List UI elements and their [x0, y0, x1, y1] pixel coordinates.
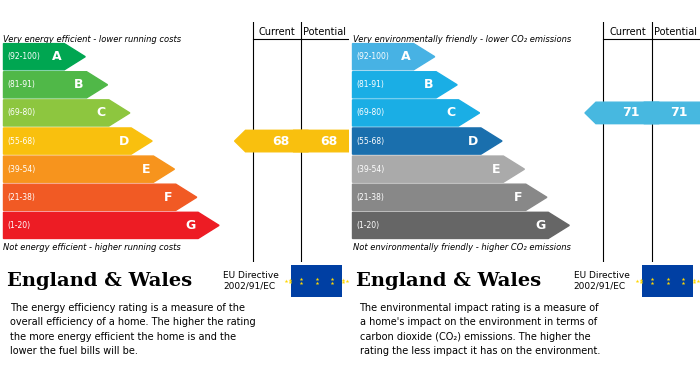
Text: F: F [514, 191, 522, 204]
Text: The environmental impact rating is a measure of
a home's impact on the environme: The environmental impact rating is a mea… [360, 303, 600, 356]
Text: (21-38): (21-38) [356, 193, 384, 202]
Text: Not energy efficient - higher running costs: Not energy efficient - higher running co… [4, 243, 181, 252]
Text: Very environmentally friendly - lower CO₂ emissions: Very environmentally friendly - lower CO… [353, 35, 570, 44]
Text: EU Directive
2002/91/EC: EU Directive 2002/91/EC [223, 271, 279, 291]
Text: (69-80): (69-80) [7, 108, 35, 117]
Text: F: F [164, 191, 172, 204]
Polygon shape [353, 184, 547, 210]
Text: G: G [536, 219, 546, 232]
Polygon shape [4, 44, 85, 70]
Text: (55-68): (55-68) [356, 136, 384, 145]
Text: D: D [468, 135, 478, 147]
Polygon shape [353, 100, 480, 126]
Text: (55-68): (55-68) [7, 136, 35, 145]
Text: Current: Current [258, 27, 295, 37]
Text: A: A [401, 50, 411, 63]
Polygon shape [353, 156, 524, 182]
Text: England & Wales: England & Wales [356, 272, 541, 290]
Text: E: E [141, 163, 150, 176]
Polygon shape [4, 156, 174, 182]
Text: Potential: Potential [654, 27, 697, 37]
Bar [642, 265, 693, 297]
Polygon shape [4, 72, 108, 98]
Text: Potential: Potential [303, 27, 346, 37]
Text: (1-20): (1-20) [356, 221, 379, 230]
Text: 71: 71 [671, 106, 688, 119]
Text: (92-100): (92-100) [356, 52, 389, 61]
Polygon shape [634, 102, 700, 124]
Text: E: E [491, 163, 500, 176]
Polygon shape [4, 100, 130, 126]
Text: Environmental Impact (CO₂) Rating: Environmental Impact (CO₂) Rating [356, 5, 618, 18]
Text: (81-91): (81-91) [356, 80, 384, 89]
Text: D: D [118, 135, 129, 147]
Text: (81-91): (81-91) [7, 80, 35, 89]
Text: (21-38): (21-38) [7, 193, 35, 202]
Text: The energy efficiency rating is a measure of the
overall efficiency of a home. T: The energy efficiency rating is a measur… [10, 303, 256, 356]
Text: 71: 71 [622, 106, 640, 119]
Text: B: B [424, 78, 433, 91]
Polygon shape [283, 130, 356, 152]
Text: (39-54): (39-54) [356, 165, 384, 174]
Polygon shape [353, 212, 569, 239]
Text: Current: Current [609, 27, 646, 37]
Polygon shape [353, 44, 435, 70]
Text: 68: 68 [320, 135, 337, 147]
Polygon shape [4, 128, 152, 154]
Text: (39-54): (39-54) [7, 165, 35, 174]
Text: 68: 68 [272, 135, 289, 147]
Text: C: C [97, 106, 106, 119]
Polygon shape [4, 184, 197, 210]
Polygon shape [353, 72, 457, 98]
Text: Energy Efficiency Rating: Energy Efficiency Rating [7, 5, 190, 18]
Text: (92-100): (92-100) [7, 52, 40, 61]
Text: Not environmentally friendly - higher CO₂ emissions: Not environmentally friendly - higher CO… [353, 243, 570, 252]
Text: (1-20): (1-20) [7, 221, 30, 230]
Polygon shape [585, 102, 659, 124]
Polygon shape [353, 128, 502, 154]
Text: EU Directive
2002/91/EC: EU Directive 2002/91/EC [573, 271, 629, 291]
Text: C: C [447, 106, 456, 119]
Text: B: B [74, 78, 84, 91]
Polygon shape [4, 212, 219, 239]
Polygon shape [234, 130, 308, 152]
Text: G: G [186, 219, 195, 232]
Text: (69-80): (69-80) [356, 108, 384, 117]
Text: England & Wales: England & Wales [7, 272, 192, 290]
Text: Very energy efficient - lower running costs: Very energy efficient - lower running co… [4, 35, 181, 44]
Text: A: A [52, 50, 62, 63]
Bar [291, 265, 342, 297]
